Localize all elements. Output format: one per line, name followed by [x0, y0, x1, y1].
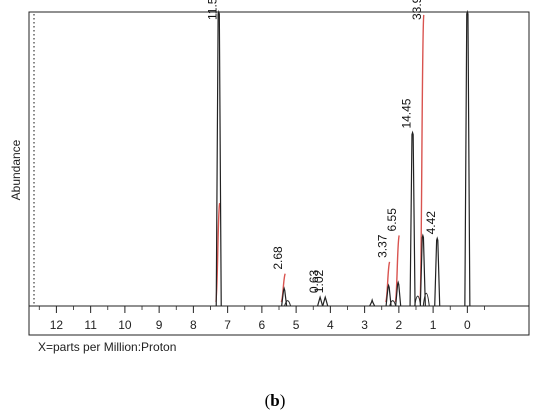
spectrum-shoulder — [284, 300, 292, 307]
spectrum-peak — [385, 283, 392, 307]
tick-label: 11 — [84, 318, 97, 332]
x-axis-tick-labels: 12 11 10 9 8 7 6 5 4 3 2 1 0 — [50, 318, 471, 332]
integration-label: 0.63 — [307, 269, 321, 293]
integration-label: 2.68 — [271, 246, 285, 270]
integration-labels: 11.52 2.68 0.631.02 3.37 6.55 14.45 33.97 4.42 — [206, 0, 438, 293]
integral-curve — [280, 273, 286, 303]
spectrum-peak — [317, 295, 324, 307]
integration-label: 11.52 — [206, 0, 220, 20]
figure-caption: (b) — [265, 391, 286, 410]
spectrum-peak — [215, 9, 222, 307]
spectrum-peak — [409, 130, 416, 307]
integration-label: 33.97 — [410, 0, 424, 20]
tick-label: 7 — [224, 318, 231, 332]
integration-label: 6.55 — [385, 208, 399, 232]
tick-label: 2 — [396, 318, 403, 332]
tick-label: 1 — [430, 318, 437, 332]
spectrum-shoulder — [414, 295, 422, 307]
y-axis-label: Abundance — [9, 139, 23, 200]
tick-label: 10 — [118, 318, 132, 332]
spectrum-shoulder — [422, 292, 430, 307]
caption-letter: b — [270, 391, 279, 410]
integration-label: 4.42 — [424, 211, 438, 235]
spectrum-peaks — [215, 9, 471, 307]
plot-frame — [28, 11, 530, 336]
tick-label: 9 — [156, 318, 163, 332]
tick-label: 4 — [327, 318, 334, 332]
integral-curve — [384, 261, 391, 303]
caption-close: ) — [280, 391, 286, 410]
spectrum-shoulder — [389, 300, 397, 307]
spectrum-peak — [419, 233, 426, 307]
tick-label: 6 — [259, 318, 266, 332]
spectrum-peak — [464, 9, 471, 307]
integration-label: 14.45 — [400, 98, 414, 128]
integration-label: 1.02 — [312, 269, 326, 293]
tick-label: 3 — [361, 318, 368, 332]
integration-curves — [215, 14, 425, 303]
tick-label: 12 — [50, 318, 64, 332]
spectrum-peak — [434, 236, 441, 307]
spectrum-peak — [395, 280, 402, 307]
integration-label: 3.37 — [376, 234, 390, 258]
x-axis-label: X=parts per Million:Proton — [38, 340, 176, 354]
x-axis-ticks — [38, 306, 485, 313]
spectrum-peak — [369, 298, 376, 307]
tick-label: 0 — [464, 318, 471, 332]
caption-open: ( — [265, 391, 271, 410]
spectrum-peak — [322, 295, 329, 307]
spectrum-peak — [281, 286, 288, 307]
tick-label: 8 — [190, 318, 197, 332]
tick-label: 5 — [293, 318, 300, 332]
